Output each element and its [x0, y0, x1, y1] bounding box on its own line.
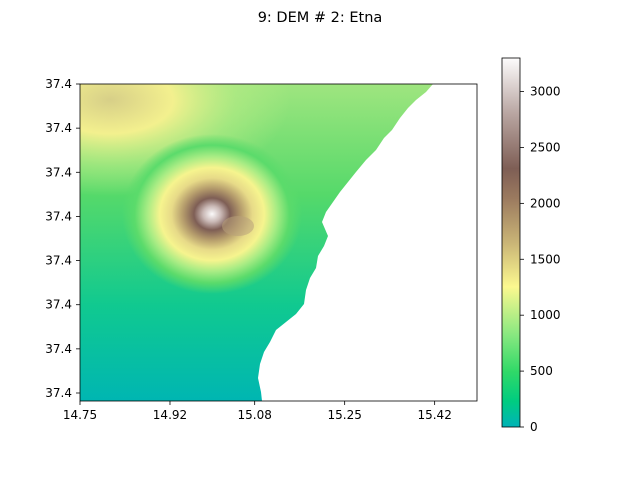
- colorbar-frame: [501, 57, 521, 428]
- x-tick-label: 15.08: [238, 408, 272, 422]
- colorbar-tick-label: 0: [530, 420, 538, 434]
- x-tick-label: 14.92: [153, 408, 187, 422]
- chart-title: 9: DEM # 2: Etna: [258, 10, 383, 26]
- y-tick-label: 37.4: [45, 165, 72, 179]
- plot-area: [79, 83, 478, 402]
- y-tick-label: 37.4: [45, 121, 72, 135]
- colorbar-tick-label: 2000: [530, 196, 561, 210]
- y-tick-label: 37.4: [45, 298, 72, 312]
- colorbar-tick-label: 1500: [530, 252, 561, 266]
- y-tick-label: 37.4: [45, 254, 72, 268]
- axes-frame: [79, 83, 478, 402]
- etna-edifice: [122, 134, 302, 294]
- x-tick-label: 15.42: [417, 408, 451, 422]
- valle-del-bove: [222, 216, 254, 236]
- colorbar-tick-label: 500: [530, 364, 553, 378]
- colorbar: 0 500 1000 1500 2000 2500 3000: [501, 57, 561, 434]
- colorbar-tick-label: 1000: [530, 308, 561, 322]
- dem-raster: [80, 84, 433, 401]
- y-axis: 37.4 37.4 37.4 37.4 37.4 37.4 37.4 37.4: [45, 77, 80, 400]
- y-tick-label: 37.4: [45, 209, 72, 223]
- y-tick-label: 37.4: [45, 342, 72, 356]
- y-tick-label: 37.4: [45, 77, 72, 91]
- colorbar-ticks: 0 500 1000 1500 2000 2500 3000: [520, 85, 561, 434]
- x-tick-label: 15.25: [327, 408, 361, 422]
- colorbar-tick-label: 3000: [530, 85, 561, 99]
- x-tick-label: 14.75: [63, 408, 97, 422]
- colorbar-gradient: [502, 58, 520, 427]
- y-tick-label: 37.4: [45, 386, 72, 400]
- x-axis: 14.75 14.92 15.08 15.25 15.42: [63, 401, 452, 422]
- colorbar-tick-label: 2500: [530, 140, 561, 154]
